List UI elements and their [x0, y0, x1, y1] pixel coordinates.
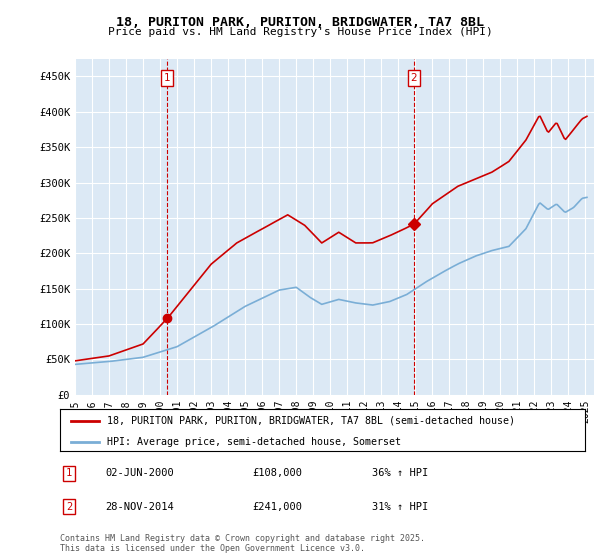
Text: 1: 1 [164, 73, 170, 83]
Text: 18, PURITON PARK, PURITON, BRIDGWATER, TA7 8BL: 18, PURITON PARK, PURITON, BRIDGWATER, T… [116, 16, 484, 29]
Text: Price paid vs. HM Land Registry's House Price Index (HPI): Price paid vs. HM Land Registry's House … [107, 27, 493, 37]
Text: 2: 2 [66, 502, 72, 512]
Text: £241,000: £241,000 [252, 502, 302, 512]
Text: £108,000: £108,000 [252, 468, 302, 478]
Text: 18, PURITON PARK, PURITON, BRIDGWATER, TA7 8BL (semi-detached house): 18, PURITON PARK, PURITON, BRIDGWATER, T… [107, 416, 515, 426]
Text: 2: 2 [410, 73, 417, 83]
Text: 1: 1 [66, 468, 72, 478]
Text: 28-NOV-2014: 28-NOV-2014 [105, 502, 174, 512]
Text: Contains HM Land Registry data © Crown copyright and database right 2025.
This d: Contains HM Land Registry data © Crown c… [60, 534, 425, 553]
Text: 02-JUN-2000: 02-JUN-2000 [105, 468, 174, 478]
Text: 36% ↑ HPI: 36% ↑ HPI [372, 468, 428, 478]
Text: HPI: Average price, semi-detached house, Somerset: HPI: Average price, semi-detached house,… [107, 437, 401, 446]
Text: 31% ↑ HPI: 31% ↑ HPI [372, 502, 428, 512]
